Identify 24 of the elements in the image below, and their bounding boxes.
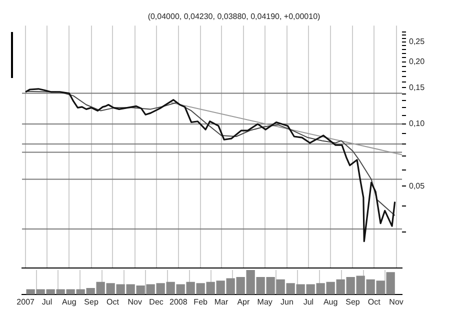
- y-tick-label: 0,25: [409, 37, 426, 46]
- x-tick-label: May: [257, 297, 272, 306]
- x-tick-label: Feb: [194, 297, 208, 306]
- x-tick-label: Jul: [42, 297, 52, 306]
- x-tick-label: Apr: [237, 297, 250, 306]
- x-tick-label: Nov: [128, 297, 142, 306]
- y-tick-label: 0,20: [409, 57, 426, 66]
- x-tick-label: 2008: [170, 297, 188, 306]
- y-tick-label: 0,10: [409, 119, 426, 128]
- x-tick-label: Sep: [346, 297, 360, 306]
- y-tick-label: 0,05: [409, 181, 426, 190]
- y-tick-label: 0,15: [409, 82, 426, 92]
- x-tick-label: 2007: [16, 297, 36, 306]
- x-tick-label: Jul: [303, 297, 314, 306]
- x-tick-label: Aug: [323, 297, 338, 306]
- x-tick-label: Sep: [84, 297, 99, 306]
- chart-title: (0,04000, 0,04230, 0,03880, 0,04190, +0,00010): [148, 12, 321, 22]
- x-tick-label: Oct: [368, 297, 382, 306]
- x-tick-label: Oct: [106, 297, 120, 306]
- x-tick-label: Nov: [389, 297, 404, 306]
- x-tick-label: Jun: [280, 297, 294, 306]
- x-tick-label: Aug: [62, 297, 76, 306]
- x-tick-label: Dec: [149, 297, 164, 306]
- x-tick-label: Mar: [214, 297, 229, 306]
